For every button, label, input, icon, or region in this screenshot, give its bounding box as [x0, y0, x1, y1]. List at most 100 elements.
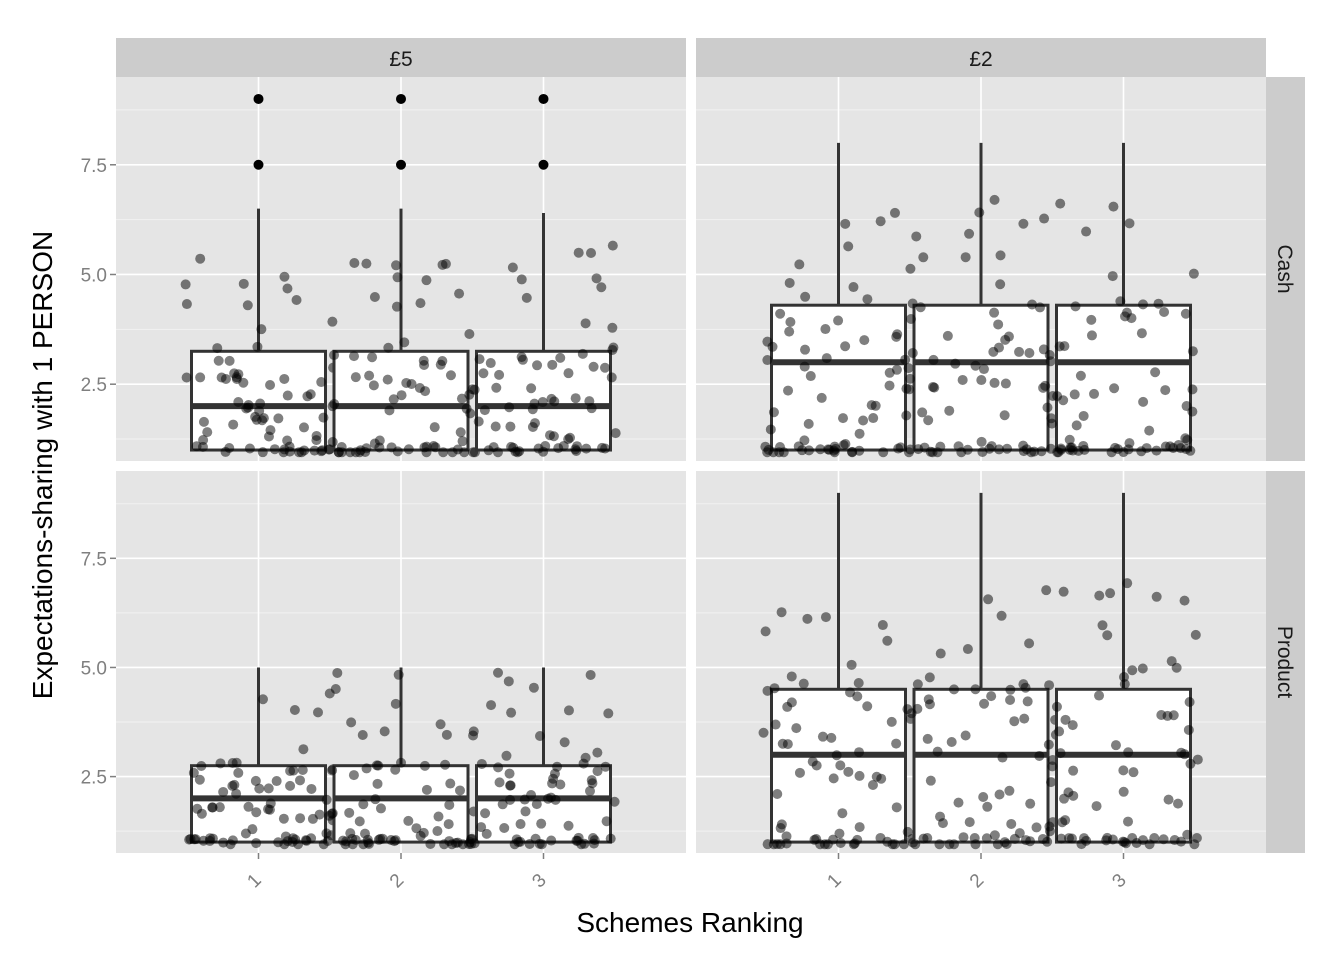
data-point [231, 372, 242, 383]
data-point [570, 393, 581, 404]
data-point [506, 707, 517, 718]
data-point [357, 729, 368, 740]
data-point [493, 762, 504, 773]
data-point [543, 793, 554, 804]
data-point [858, 415, 869, 426]
data-point [375, 833, 386, 844]
data-point [891, 738, 902, 749]
data-point [786, 671, 797, 682]
data-point [784, 326, 795, 337]
data-point [875, 216, 886, 227]
data-point [762, 839, 773, 850]
data-point [438, 447, 449, 458]
data-point [907, 298, 918, 309]
data-point [403, 815, 414, 826]
data-point [295, 775, 306, 786]
data-point [393, 669, 404, 680]
outlier-point [538, 159, 549, 170]
data-point [1110, 740, 1121, 751]
data-point [960, 730, 971, 741]
data-point [243, 801, 254, 812]
data-point [571, 835, 582, 846]
data-point [1020, 682, 1031, 693]
data-point [326, 808, 337, 819]
data-point [1150, 367, 1161, 378]
data-point [775, 308, 786, 319]
box-1 [180, 93, 339, 458]
data-point [443, 819, 454, 830]
data-point [607, 322, 618, 333]
data-point [454, 785, 465, 796]
data-point [976, 375, 987, 386]
data-point [854, 747, 865, 758]
data-point [1151, 445, 1162, 456]
data-point [370, 794, 381, 805]
data-point [391, 260, 402, 271]
data-point [609, 796, 620, 807]
data-point [492, 447, 503, 458]
data-point [910, 839, 921, 850]
data-point [853, 678, 864, 689]
data-point [474, 354, 485, 365]
data-point [1119, 679, 1130, 690]
data-point [1078, 410, 1089, 421]
data-point [363, 837, 374, 848]
data-point [327, 316, 338, 327]
data-point [213, 355, 224, 366]
data-point [983, 594, 994, 605]
data-point [1002, 443, 1013, 454]
data-point [425, 838, 436, 849]
data-point [953, 441, 964, 452]
data-point [418, 827, 429, 838]
data-point [386, 442, 397, 453]
data-point [374, 435, 385, 446]
data-point [848, 282, 859, 293]
data-point [989, 830, 1000, 841]
data-point [298, 422, 309, 433]
data-point [918, 833, 929, 844]
data-point [946, 737, 957, 748]
data-point [388, 394, 399, 405]
data-point [577, 348, 588, 359]
data-point [513, 837, 524, 848]
data-point [1151, 591, 1162, 602]
data-point [843, 241, 854, 252]
data-point [457, 436, 468, 447]
data-point [441, 729, 452, 740]
data-point [762, 355, 773, 366]
data-point [600, 443, 611, 454]
data-point [318, 412, 329, 423]
data-point [1181, 401, 1192, 412]
data-point [1046, 418, 1057, 429]
data-point [923, 694, 934, 705]
data-point [1160, 385, 1171, 396]
data-point [358, 799, 369, 810]
data-point [1168, 443, 1179, 454]
data-point [421, 441, 432, 452]
data-point [555, 352, 566, 363]
data-point [399, 337, 410, 348]
data-point [529, 418, 540, 429]
data-point [586, 403, 597, 414]
data-point [923, 415, 934, 426]
data-point [901, 410, 912, 421]
data-point [1043, 739, 1054, 750]
outlier-point [253, 93, 264, 104]
data-point [781, 831, 792, 842]
data-point [586, 248, 597, 259]
data-point [524, 839, 535, 850]
data-point [1109, 383, 1120, 394]
data-point [592, 747, 603, 758]
data-point [437, 259, 448, 270]
data-point [903, 363, 914, 374]
jitter-points [758, 607, 919, 850]
data-point [336, 442, 347, 453]
data-point [181, 299, 192, 310]
data-point [804, 445, 815, 456]
data-point [505, 421, 516, 432]
data-point [1046, 777, 1057, 788]
outlier-point [396, 93, 406, 104]
data-point [1081, 835, 1092, 846]
data-point [196, 761, 207, 772]
data-point [534, 731, 545, 742]
